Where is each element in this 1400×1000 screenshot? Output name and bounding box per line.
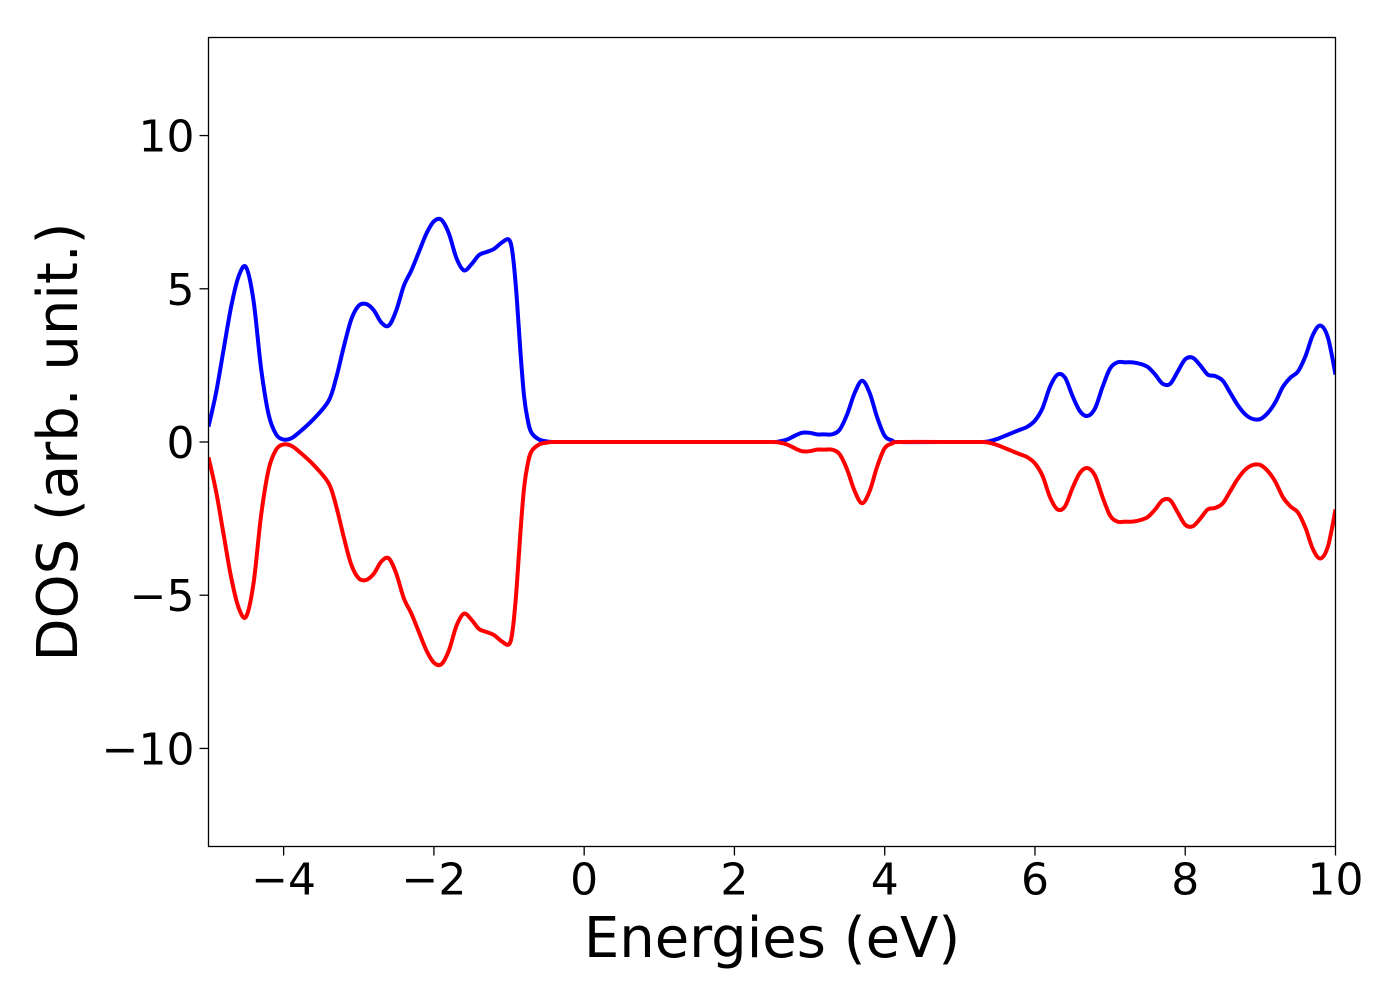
series-layer	[208, 216, 1336, 668]
dos-line-blue	[208, 216, 1336, 445]
x-tick-label: 0	[570, 855, 598, 906]
y-axis-ticks: −10 −5 0 5 10	[102, 112, 209, 775]
x-axis-title: Energies (eV)	[584, 906, 960, 971]
x-tick-label: −2	[401, 855, 466, 906]
y-tick-label: 0	[167, 418, 195, 469]
x-tick-label: 2	[720, 855, 748, 906]
y-tick-label: 10	[139, 112, 195, 163]
x-tick-label: 10	[1308, 855, 1364, 906]
x-tick-label: 4	[871, 855, 899, 906]
y-axis-title: DOS (arb. unit.)	[26, 222, 91, 661]
x-tick-label: 8	[1171, 855, 1199, 906]
x-axis-ticks: −4 −2 0 2 4 6 8 10	[251, 846, 1364, 906]
y-tick-label: −5	[130, 571, 195, 622]
y-tick-label: −10	[102, 724, 195, 775]
x-tick-label: −4	[251, 855, 316, 906]
y-tick-label: 5	[167, 265, 195, 316]
x-tick-label: 6	[1021, 855, 1049, 906]
dos-line-red	[208, 439, 1336, 668]
